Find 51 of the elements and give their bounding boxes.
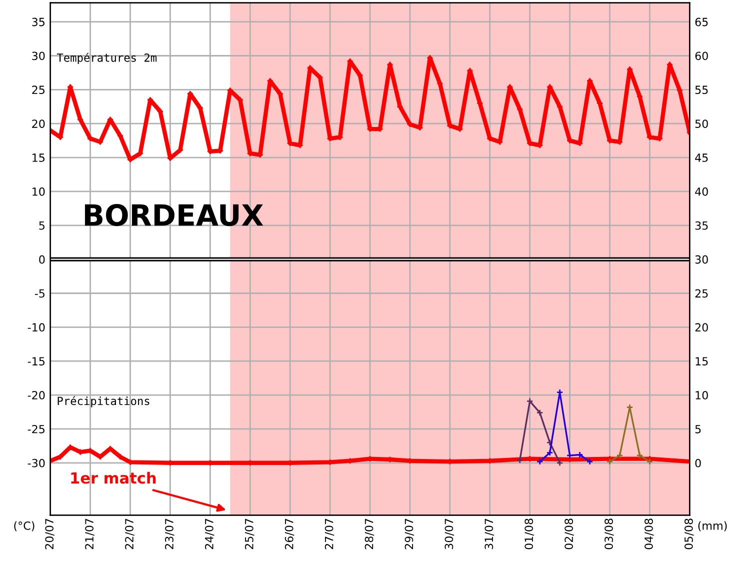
y2-tick-label: 20	[695, 323, 708, 332]
y2-tick-label: 30	[695, 255, 708, 264]
x-tick-label: 22/07	[125, 518, 134, 550]
y2-axis-title: (mm)	[698, 521, 727, 532]
y-tick-label: -20	[28, 391, 45, 400]
x-tick-label: 05/08	[684, 518, 694, 550]
y2-tick-label: 55	[695, 86, 708, 94]
x-tick-label: 29/07	[404, 518, 414, 550]
y2-tick-label: 10	[696, 391, 708, 400]
y-tick-label: 30	[32, 52, 45, 60]
y-tick-label: 20	[32, 120, 45, 128]
x-tick-label: 25/07	[244, 518, 254, 550]
x-tick-label: 01/08	[524, 518, 534, 550]
x-tick-label: 21/07	[85, 518, 94, 550]
annotation: Précipitations	[58, 396, 150, 408]
y-tick-label: 25	[32, 86, 44, 94]
x-tick-label: 24/07	[204, 518, 214, 550]
annotation: Températures 2m	[56, 52, 157, 64]
y-tick-label: -25	[28, 424, 44, 434]
x-tick-label: 23/07	[165, 518, 174, 550]
y2-tick-label: 60	[695, 52, 708, 60]
y2-tick-label: 35	[695, 221, 708, 230]
y2-tick-label: 45	[695, 154, 708, 162]
x-tick-label: 27/07	[324, 518, 334, 550]
y2-tick-label: 25	[695, 289, 708, 298]
y-tick-label: -30	[28, 458, 45, 468]
y-tick-label: 10	[32, 187, 45, 196]
y-tick-label: -10	[28, 323, 45, 332]
y2-tick-label: 65	[695, 18, 708, 26]
y-tick-label: 35	[32, 18, 44, 26]
y2-tick-label: 0	[695, 458, 701, 468]
y2-tick-label: 40	[695, 187, 708, 196]
x-tick-label: 20/07	[45, 518, 54, 550]
y-axis-title: (°C)	[14, 521, 34, 532]
x-tick-label: 04/08	[644, 518, 654, 550]
x-tick-label: 28/07	[364, 518, 374, 550]
y2-tick-label: 5	[695, 425, 701, 434]
x-tick-label: 03/08	[604, 518, 614, 550]
y2-tick-label: 15	[696, 357, 708, 366]
x-tick-label: 31/07	[484, 518, 494, 550]
y2-tick-label: 50	[695, 120, 708, 128]
y-tick-label: 15	[32, 154, 44, 162]
x-tick-label: 26/07	[284, 518, 294, 550]
y-tick-label: 5	[39, 222, 44, 230]
annotation: 1er match	[71, 472, 156, 484]
y-tick-label: -5	[34, 289, 44, 298]
x-tick-label: 30/07	[444, 518, 454, 550]
y-tick-label: 0	[39, 255, 45, 264]
y-tick-label: -15	[28, 357, 44, 366]
annotation: BORDEAUX	[84, 204, 264, 226]
x-tick-label: 02/08	[564, 518, 574, 550]
